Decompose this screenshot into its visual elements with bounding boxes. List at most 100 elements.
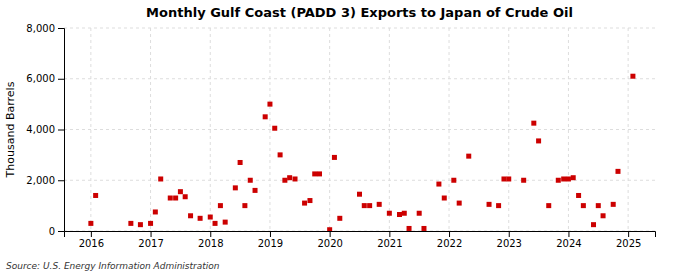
point: [451, 178, 456, 183]
point: [496, 203, 501, 208]
grid-line-x: [269, 28, 270, 231]
tick-mark: [58, 130, 64, 131]
tick: 2021: [377, 231, 402, 249]
point: [362, 203, 367, 208]
tick-label: 2024: [556, 238, 581, 249]
point: [402, 211, 407, 216]
point: [128, 221, 133, 226]
point: [357, 192, 362, 197]
point: [591, 222, 596, 227]
point: [581, 203, 586, 208]
tick-label: 2018: [198, 238, 223, 249]
tick: 2017: [138, 231, 163, 249]
point: [521, 178, 526, 183]
point: [566, 176, 571, 181]
point: [253, 188, 258, 193]
point: [213, 221, 218, 226]
point: [506, 176, 511, 181]
tick-mark: [509, 231, 510, 237]
point: [307, 198, 312, 203]
point: [267, 102, 272, 107]
point: [218, 203, 223, 208]
point: [178, 189, 183, 194]
tick: 2016: [79, 231, 104, 249]
tick-label: 6,000: [26, 73, 55, 84]
tick-label: 2016: [79, 238, 104, 249]
point: [442, 196, 447, 201]
grid-line-y: [64, 129, 655, 130]
tick: 2019: [258, 231, 283, 249]
point: [596, 203, 601, 208]
point: [457, 201, 462, 206]
point: [377, 202, 382, 207]
point: [138, 222, 143, 227]
tick-mark: [151, 231, 152, 237]
point: [183, 194, 188, 199]
point: [248, 178, 253, 183]
point: [312, 171, 317, 176]
point: [208, 215, 213, 220]
tick-label: 4,000: [26, 124, 55, 135]
point: [278, 152, 283, 157]
point: [571, 175, 576, 180]
point: [148, 221, 153, 226]
point: [93, 193, 98, 198]
tick: 2025: [616, 231, 641, 249]
point: [556, 178, 561, 183]
grid-line-x: [329, 28, 330, 231]
tick-label: 2,000: [26, 175, 55, 186]
point: [501, 176, 506, 181]
grid-line-x: [210, 28, 211, 231]
point: [263, 114, 268, 119]
point: [466, 154, 471, 159]
plot-area: 2016 2017 2018 2019 2020 2021 2022 2023 2024 2025…: [26, 23, 655, 249]
axis-line: [65, 232, 656, 238]
tick: 8,000: [26, 23, 64, 34]
tick: 0: [49, 226, 64, 237]
tick-mark: [449, 231, 450, 237]
point: [233, 185, 238, 190]
grid: [64, 28, 655, 231]
grid-line-x: [389, 28, 390, 231]
grid-line-x: [449, 28, 450, 231]
point: [546, 203, 551, 208]
point: [561, 176, 566, 181]
point: [327, 227, 332, 231]
grid-line-x: [568, 28, 569, 231]
point: [531, 121, 536, 126]
grid-line-x: [628, 28, 629, 231]
tick-label: 8,000: [26, 23, 55, 34]
tick: 2018: [198, 231, 223, 249]
point: [576, 193, 581, 198]
grid-line-x: [150, 28, 151, 231]
point: [615, 169, 620, 174]
point: [302, 201, 307, 206]
tick-label: 2019: [258, 238, 283, 249]
y-axis: 0 2,000 4,000 6,000 8,000: [26, 23, 64, 237]
point: [487, 202, 492, 207]
point: [153, 209, 158, 214]
point: [238, 160, 243, 165]
tick: 2020: [317, 231, 342, 249]
tick-mark: [58, 79, 64, 80]
point: [630, 74, 635, 79]
tick-mark: [210, 231, 211, 237]
chart: 2016 2017 2018 2019 2020 2021 2022 2023 2024 2025…: [0, 0, 675, 275]
source-note: Source: U.S. Energy Information Administ…: [6, 261, 220, 271]
point: [387, 211, 392, 216]
point: [272, 126, 277, 131]
tick-mark: [568, 231, 569, 237]
tick-label: 2017: [138, 238, 163, 249]
grid-line-y: [64, 78, 655, 79]
tick: 2023: [497, 231, 522, 249]
point: [436, 182, 441, 187]
tick: 4,000: [26, 124, 64, 135]
tick: 2022: [437, 231, 462, 249]
tick-mark: [389, 231, 390, 237]
tick-mark: [91, 231, 92, 237]
point: [198, 216, 203, 221]
point: [397, 212, 402, 217]
point: [536, 138, 541, 143]
tick-label: 2021: [377, 238, 402, 249]
tick-mark: [58, 180, 64, 181]
